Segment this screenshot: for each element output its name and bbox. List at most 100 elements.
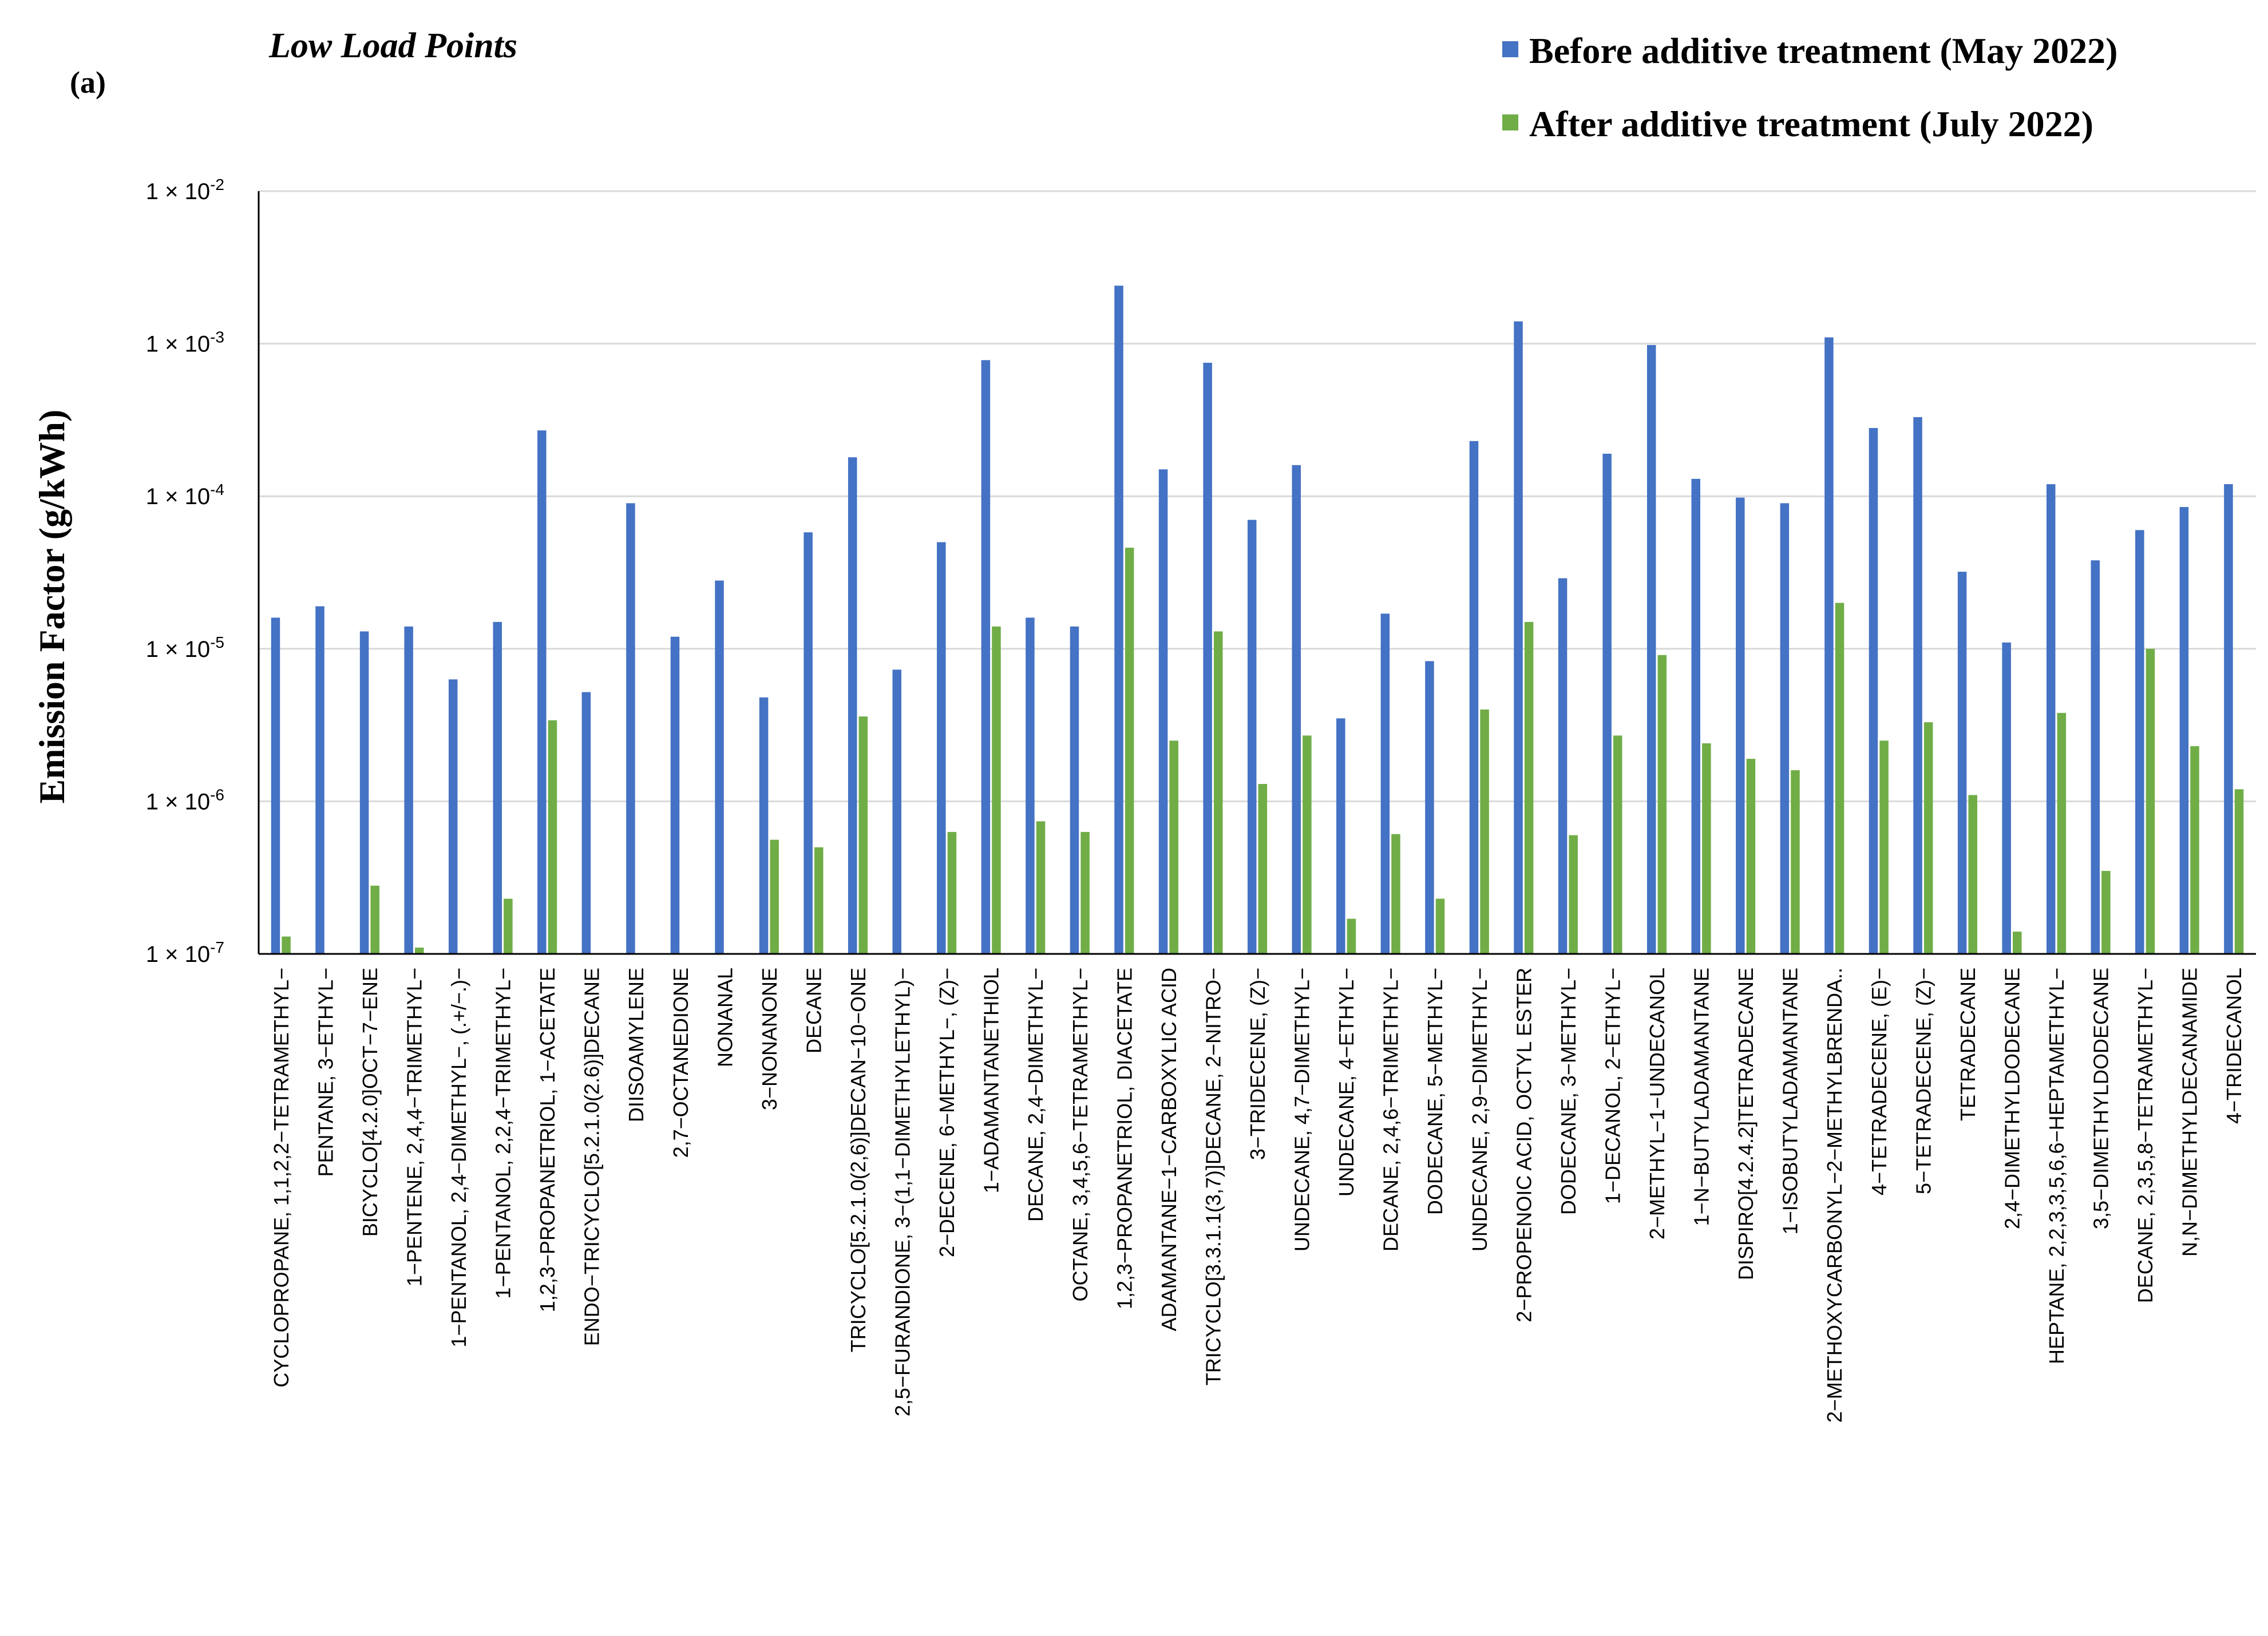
bar-before (1247, 520, 1257, 954)
bar-before (1158, 469, 1168, 954)
bar-before (848, 457, 857, 954)
bar-before (937, 542, 946, 954)
bar-after (548, 720, 557, 954)
x-tick-label: TRICYCLO[5.2.1.0(2,6)]DECAN−10−ONE (846, 968, 870, 1352)
x-tick-label: 2−DECENE, 6−METHYL−, (Z)− (935, 968, 959, 1257)
x-tick-label: 3,5−DIMETHYLDODECANE (2089, 968, 2113, 1229)
bar-after (770, 839, 779, 954)
bar-before (359, 631, 369, 954)
x-tick-label: TRICYCLO[3.3.1.1(3,7)]DECANE, 2−NITRO− (1201, 968, 1225, 1385)
x-tick-label: 2−PROPENOIC ACID, OCTYL ESTER (1512, 968, 1535, 1322)
bar-after (1080, 831, 1090, 954)
bar-after (1791, 770, 1800, 954)
x-tick-label: DODECANE, 5−METHYL− (1423, 968, 1447, 1215)
x-tick-label: UNDECANE, 2,9−DIMETHYL− (1468, 968, 1491, 1251)
bar-before (1691, 478, 1701, 954)
x-tick-label: DISPIRO[4.2.4.2]TETRADECANE (1734, 968, 1758, 1280)
bar-before (1646, 344, 1656, 954)
x-tick-label: 4−TRIDECANOL (2222, 968, 2246, 1124)
bar-after (1835, 603, 1845, 954)
bar-after (1524, 621, 1534, 954)
x-tick-label: OCTANE, 3,4,5,6−TETRAMETHYL− (1068, 968, 1092, 1302)
bar-before (626, 503, 635, 954)
bar-before (1913, 417, 1922, 954)
bar-after (1303, 735, 1312, 954)
bar-after (282, 936, 291, 954)
x-tick-label: 2−METHYL−1−UNDECANOL (1645, 968, 1669, 1239)
bar-before (804, 532, 813, 954)
bar-before (1380, 613, 1390, 954)
bar-before (1336, 718, 1345, 954)
x-tick-label: PENTANE, 3−ETHYL− (314, 968, 337, 1177)
bar-before (1869, 427, 1878, 954)
bar-before (1469, 441, 1479, 954)
bar-after (2146, 648, 2155, 954)
bar-before (892, 670, 902, 954)
bar-before (1514, 321, 1523, 954)
x-tick-label: 1−DECANOL, 2−ETHYL− (1601, 968, 1624, 1204)
bar-before (2091, 560, 2100, 954)
x-tick-label: 1−N−BUTYLADAMANTANE (1690, 968, 1713, 1226)
bar-after (2101, 870, 2111, 954)
x-tick-label: UNDECANE, 4,7−DIMETHYL− (1291, 968, 1314, 1251)
bar-before (2135, 530, 2144, 954)
bar-before (1957, 572, 1967, 954)
bar-after (2190, 746, 2199, 954)
x-tick-label: UNDECANE, 4−ETHYL− (1335, 968, 1358, 1197)
bar-after (1435, 898, 1445, 954)
bar-before (581, 692, 591, 954)
bar-before (715, 580, 724, 954)
gridlines (259, 190, 2256, 802)
legend-swatch-after (1502, 114, 1518, 130)
x-tick-label: DECANE, 2,4−DIMETHYL− (1024, 968, 1047, 1222)
x-tick-label: 2−METHOXYCARBONYL−2−METHYLBRENDA.. (1823, 968, 1846, 1423)
x-axis-ticks: CYCLOPROPANE, 1,1,2,2−TETRAMETHYL− PENTAN… (270, 968, 2246, 1423)
y-tick-label: 1 × 10-4 (146, 481, 224, 509)
y-axis-label: Emission Factor (g/kWh) (31, 410, 72, 804)
x-tick-label: 1−ADAMANTANETHIOL (980, 968, 1003, 1193)
x-tick-label: N,N−DIMETHYLDECANAMIDE (2178, 968, 2202, 1257)
bar-after (2057, 712, 2067, 954)
y-tick-label: 1 × 10-2 (146, 176, 224, 204)
x-tick-label: 5−TETRADECENE, (Z)− (1911, 968, 1935, 1194)
bar-after (1657, 655, 1667, 954)
x-tick-label: BICYCLO[4.2.0]OCT−7−ENE (358, 968, 382, 1237)
bar-before (2179, 507, 2189, 954)
bar-before (759, 697, 769, 954)
x-tick-label: DECANE, 2,3,5,8−TETRAMETHYL− (2134, 968, 2157, 1303)
bar-before (1114, 286, 1123, 954)
bar-after (414, 947, 424, 954)
bar-before (1602, 453, 1612, 954)
bars (271, 286, 2244, 954)
x-tick-label: 2,5−FURANDIONE, 3−(1,1−DIMETHYLETHYL)− (891, 968, 915, 1416)
x-tick-label: 1,2,3−PROPANETRIOL, 1−ACETATE (536, 968, 559, 1312)
bar-after (1258, 784, 1268, 954)
y-tick-label: 1 × 10-3 (146, 328, 224, 357)
bar-after (1879, 740, 1889, 954)
bar-after (370, 885, 379, 954)
bar-before (1070, 626, 1079, 954)
bar-after (1480, 709, 1489, 954)
legend-swatch-before (1502, 41, 1518, 57)
x-tick-label: DECANE (802, 968, 825, 1053)
y-tick-label: 1 × 10-7 (146, 938, 224, 967)
bar-after (814, 847, 824, 954)
x-tick-label: 3−TRIDECENE, (Z)− (1246, 968, 1269, 1160)
bar-after (1923, 722, 1933, 954)
bar-before (2224, 484, 2233, 954)
x-tick-label: 1−PENTANOL, 2,2,4−TRIMETHYL− (492, 968, 515, 1299)
bar-before (1203, 362, 1212, 954)
bar-after (1613, 735, 1622, 954)
bar-before (2046, 484, 2056, 954)
bar-after (2012, 932, 2022, 954)
panel-label: (a) (70, 65, 106, 100)
bar-before (1736, 497, 1745, 954)
x-tick-label: 1,2,3−PROPANETRIOL, DIACETATE (1113, 968, 1136, 1309)
bar-after (947, 831, 957, 954)
bar-before (315, 606, 324, 954)
bar-after (1968, 795, 1977, 954)
bar-after (1036, 821, 1046, 954)
bar-before (493, 621, 502, 954)
bar-after (1569, 835, 1578, 954)
